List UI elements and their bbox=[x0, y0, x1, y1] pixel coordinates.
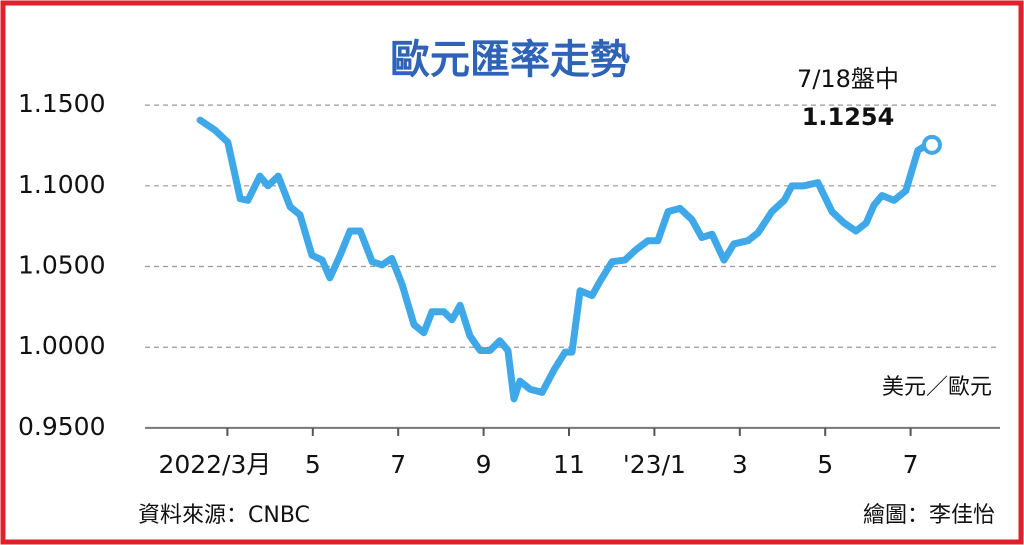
x-tick-label: 11 bbox=[553, 450, 585, 479]
credit: 繪圖：李佳怡 bbox=[863, 503, 995, 528]
x-tick-label: 7 bbox=[903, 450, 919, 479]
source: 資料來源：CNBC bbox=[138, 503, 310, 528]
x-tick-label: 7 bbox=[390, 450, 406, 479]
x-tick-label: 9 bbox=[476, 450, 492, 479]
y-tick-label: 1.1000 bbox=[18, 170, 105, 199]
x-tick-label: '23/1 bbox=[623, 450, 686, 479]
annotation: 7/18盤中 bbox=[797, 65, 899, 93]
x-tick-label: 3 bbox=[732, 450, 748, 479]
y-tick-label: 1.1500 bbox=[18, 89, 105, 118]
chart-title: 歐元匯率走勢 bbox=[390, 37, 630, 83]
x-tick-label: 5 bbox=[305, 450, 321, 479]
x-tick-label: 5 bbox=[817, 450, 833, 479]
y-tick-label: 1.0000 bbox=[18, 331, 105, 360]
annotation: 1.1254 bbox=[802, 103, 895, 131]
x-tick-label: 2022/3月 bbox=[158, 450, 271, 479]
end-marker bbox=[921, 134, 942, 155]
y-axis-label: 美元／歐元 bbox=[882, 375, 992, 400]
y-tick-label: 0.9500 bbox=[18, 412, 105, 441]
line bbox=[196, 116, 936, 403]
y-tick-label: 1.0500 bbox=[18, 251, 105, 280]
